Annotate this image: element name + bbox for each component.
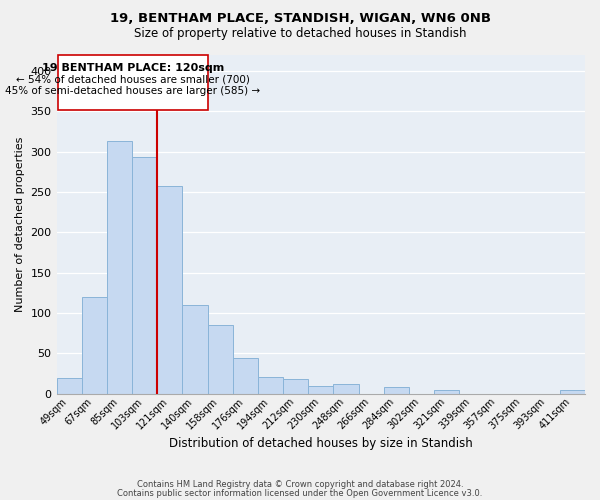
Bar (82, 297, 107, 394)
Bar (132, 156, 157, 394)
Text: Size of property relative to detached houses in Standish: Size of property relative to detached ho… (134, 28, 466, 40)
Bar (107, 142, 132, 394)
Bar (157, 186, 182, 394)
Bar (434, 390, 459, 394)
Text: 45% of semi-detached houses are larger (585) →: 45% of semi-detached houses are larger (… (5, 86, 260, 96)
Bar (334, 384, 359, 394)
Bar (283, 379, 308, 394)
Bar (233, 358, 258, 394)
FancyBboxPatch shape (58, 55, 208, 110)
Bar (182, 305, 208, 394)
Text: Contains HM Land Registry data © Crown copyright and database right 2024.: Contains HM Land Registry data © Crown c… (137, 480, 463, 489)
X-axis label: Distribution of detached houses by size in Standish: Distribution of detached houses by size … (169, 437, 473, 450)
Bar (208, 325, 233, 394)
Bar (560, 390, 585, 394)
Bar (56, 378, 82, 394)
Text: Contains public sector information licensed under the Open Government Licence v3: Contains public sector information licen… (118, 488, 482, 498)
Bar (383, 388, 409, 394)
Text: 19, BENTHAM PLACE, STANDISH, WIGAN, WN6 0NB: 19, BENTHAM PLACE, STANDISH, WIGAN, WN6 … (110, 12, 491, 26)
Text: ← 54% of detached houses are smaller (700): ← 54% of detached houses are smaller (70… (16, 74, 250, 85)
Y-axis label: Number of detached properties: Number of detached properties (15, 136, 25, 312)
Bar (308, 386, 334, 394)
Text: 19 BENTHAM PLACE: 120sqm: 19 BENTHAM PLACE: 120sqm (41, 63, 224, 73)
Bar (258, 377, 283, 394)
